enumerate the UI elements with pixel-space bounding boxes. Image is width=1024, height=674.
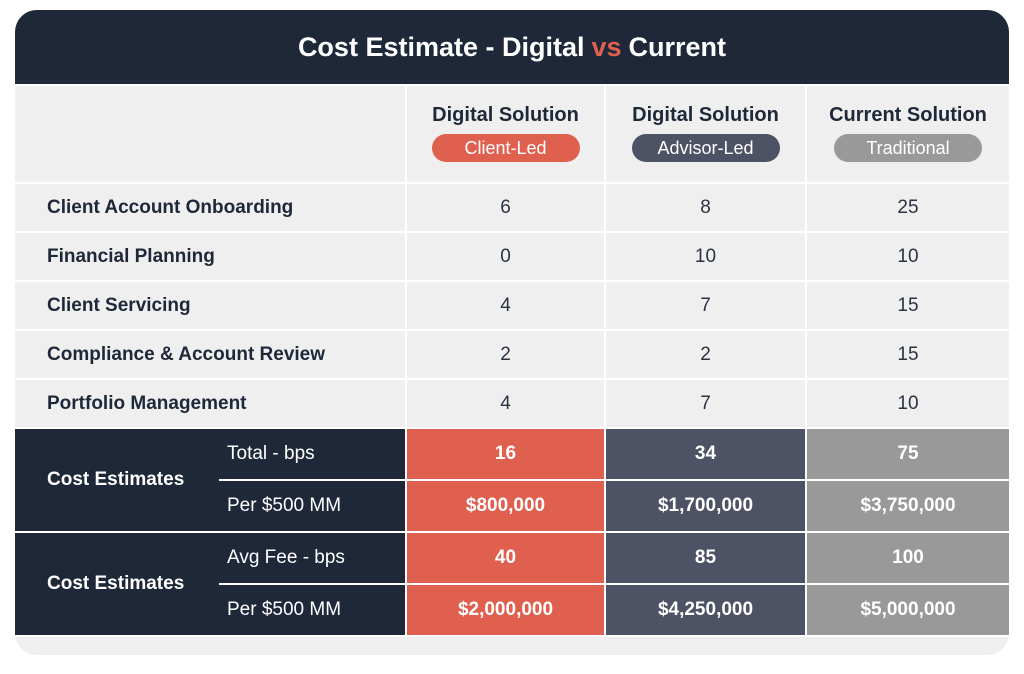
cost-row: Cost Estimates Avg Fee - bps 40 85 100 xyxy=(15,531,1009,637)
cost-group-label: Cost Estimates xyxy=(15,531,219,637)
title-text-end: Current xyxy=(628,31,727,62)
cost-cell: 75 xyxy=(805,427,1009,481)
table-cell: 8 xyxy=(604,182,807,233)
table-row: Compliance & Account Review 2 2 15 xyxy=(15,329,1009,380)
table-cell: 7 xyxy=(604,280,807,331)
column-tag-pill: Client-Led xyxy=(431,134,580,162)
column-header: Digital Solution Advisor-Led xyxy=(604,84,807,184)
table-cell: 7 xyxy=(604,378,807,429)
cost-line-label: Per $500 MM xyxy=(219,583,407,637)
title-vs: vs xyxy=(591,31,622,62)
table-cell: 25 xyxy=(805,182,1009,233)
table-title: Cost Estimate - Digital vs Current xyxy=(15,10,1009,84)
table-cell: 4 xyxy=(405,280,606,331)
cost-line-label: Per $500 MM xyxy=(219,479,407,533)
cost-group-label: Cost Estimates xyxy=(15,427,219,533)
cost-cell: $3,750,000 xyxy=(805,479,1009,533)
table-cell: 15 xyxy=(805,280,1009,331)
table-row: Financial Planning 0 10 10 xyxy=(15,231,1009,282)
cost-cell: $800,000 xyxy=(405,479,606,533)
cost-row: Per $500 MM $2,000,000 $4,250,000 $5,000… xyxy=(15,583,1009,637)
table-cell: 15 xyxy=(805,329,1009,380)
table-cell: 10 xyxy=(805,231,1009,282)
cost-cell: 85 xyxy=(604,531,807,585)
cost-line-label: Avg Fee - bps xyxy=(219,531,407,585)
column-header: Current Solution Traditional xyxy=(805,84,1009,184)
row-label: Compliance & Account Review xyxy=(15,329,407,380)
table-cell: 4 xyxy=(405,378,606,429)
cost-row: Cost Estimates Total - bps 16 34 75 xyxy=(15,427,1009,533)
cost-cell: 16 xyxy=(405,427,606,481)
header-row: Digital Solution Client-Led Digital Solu… xyxy=(15,84,1009,184)
header-corner xyxy=(15,84,407,184)
table-row: Portfolio Management 4 7 10 xyxy=(15,378,1009,429)
table-cell: 6 xyxy=(405,182,606,233)
table-cell: 0 xyxy=(405,231,606,282)
cost-cell: $5,000,000 xyxy=(805,583,1009,637)
cost-cell: $4,250,000 xyxy=(604,583,807,637)
cost-estimate-card: Cost Estimate - Digital vs Current Digit… xyxy=(15,10,1009,655)
cost-line-label: Total - bps xyxy=(219,427,407,481)
cost-cell: 34 xyxy=(604,427,807,481)
column-tag-pill: Advisor-Led xyxy=(631,134,780,162)
row-label: Portfolio Management xyxy=(15,378,407,429)
column-heading: Digital Solution xyxy=(432,104,579,126)
cost-cell: 40 xyxy=(405,531,606,585)
column-heading: Current Solution xyxy=(829,104,987,126)
table-cell: 2 xyxy=(405,329,606,380)
title-text: Cost Estimate - Digital xyxy=(297,31,585,62)
row-label: Financial Planning xyxy=(15,231,407,282)
row-label: Client Servicing xyxy=(15,280,407,331)
table-cell: 2 xyxy=(604,329,807,380)
row-label: Client Account Onboarding xyxy=(15,182,407,233)
table-cell: 10 xyxy=(604,231,807,282)
column-tag-pill: Traditional xyxy=(834,134,982,162)
table-cell: 10 xyxy=(805,378,1009,429)
cost-cell: 100 xyxy=(805,531,1009,585)
column-header: Digital Solution Client-Led xyxy=(405,84,606,184)
table-row: Client Account Onboarding 6 8 25 xyxy=(15,182,1009,233)
cost-cell: $2,000,000 xyxy=(405,583,606,637)
cost-cell: $1,700,000 xyxy=(604,479,807,533)
cost-row: Per $500 MM $800,000 $1,700,000 $3,750,0… xyxy=(15,479,1009,533)
column-heading: Digital Solution xyxy=(632,104,779,126)
table-row: Client Servicing 4 7 15 xyxy=(15,280,1009,331)
cost-table: Digital Solution Client-Led Digital Solu… xyxy=(15,84,1009,637)
